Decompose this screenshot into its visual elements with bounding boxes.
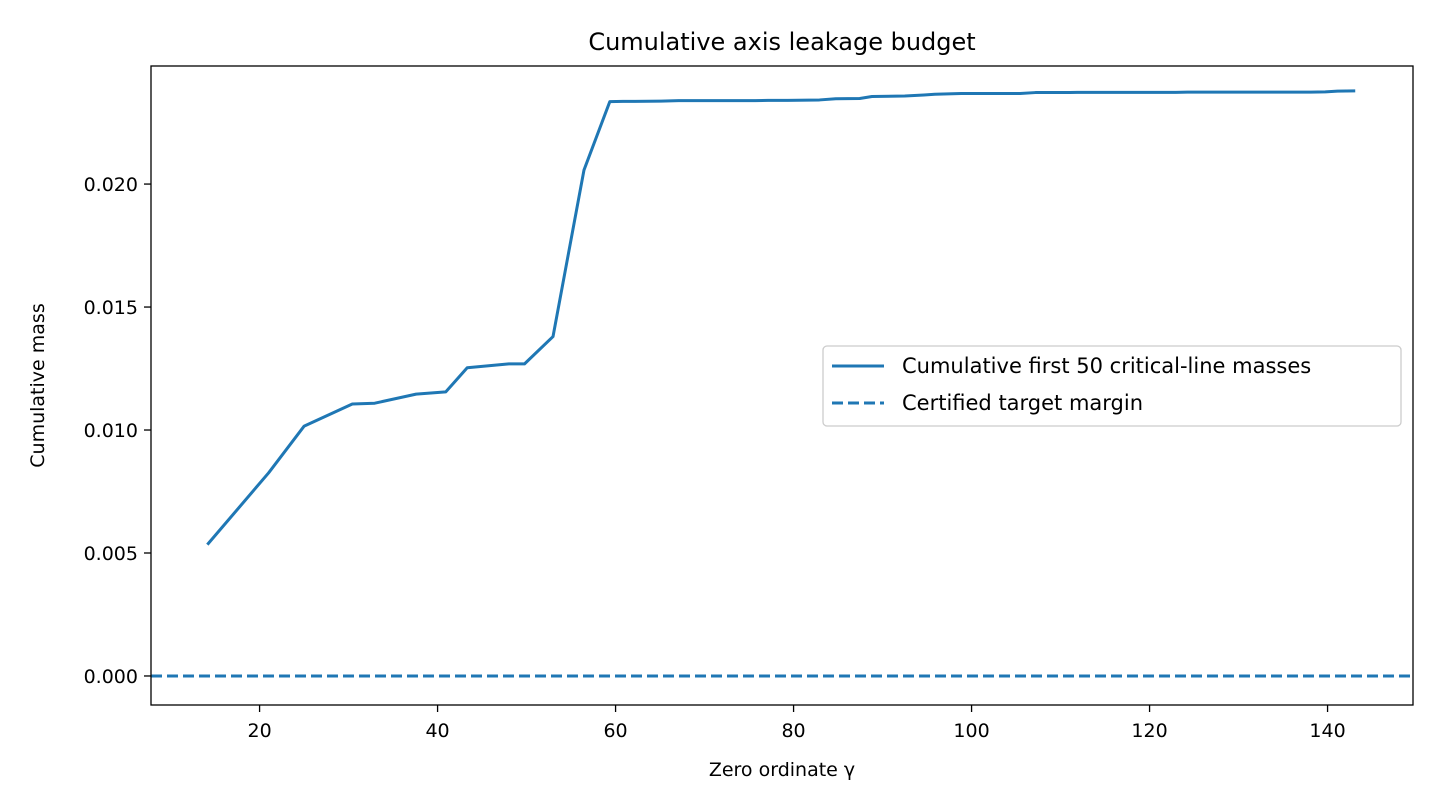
y-tick-label: 0.015 [84,297,138,319]
y-tick-label: 0.005 [84,543,138,565]
x-tick-label: 40 [425,720,449,742]
y-tick-label: 0.020 [84,174,138,196]
chart-title: Cumulative axis leakage budget [588,28,975,56]
legend: Cumulative first 50 critical-line masses… [822,345,1402,427]
x-tick-label: 60 [603,720,627,742]
legend-label-series-2: Certified target margin [902,391,1143,415]
x-tick-label: 80 [781,720,805,742]
legend-box [822,345,1402,427]
x-axis-title: Zero ordinate γ [709,759,855,781]
y-tick-label: 0.000 [84,666,138,688]
plot-frame [150,65,1414,706]
x-tick-label: 20 [247,720,271,742]
series-line-cumulative-masses [206,89,1356,546]
legend-label-series-1: Cumulative first 50 critical-line masses [902,354,1311,378]
y-axis-title: Cumulative mass [27,303,49,467]
x-tick-label: 100 [953,720,989,742]
x-tick-label: 140 [1309,720,1345,742]
ticks-layer: 20 40 60 80 100 120 140 0.000 0.005 0.010 0.015 0.0… [84,174,1346,742]
x-tick-label: 120 [1131,720,1167,742]
series-layer [151,89,1413,678]
y-tick-label: 0.010 [84,420,138,442]
